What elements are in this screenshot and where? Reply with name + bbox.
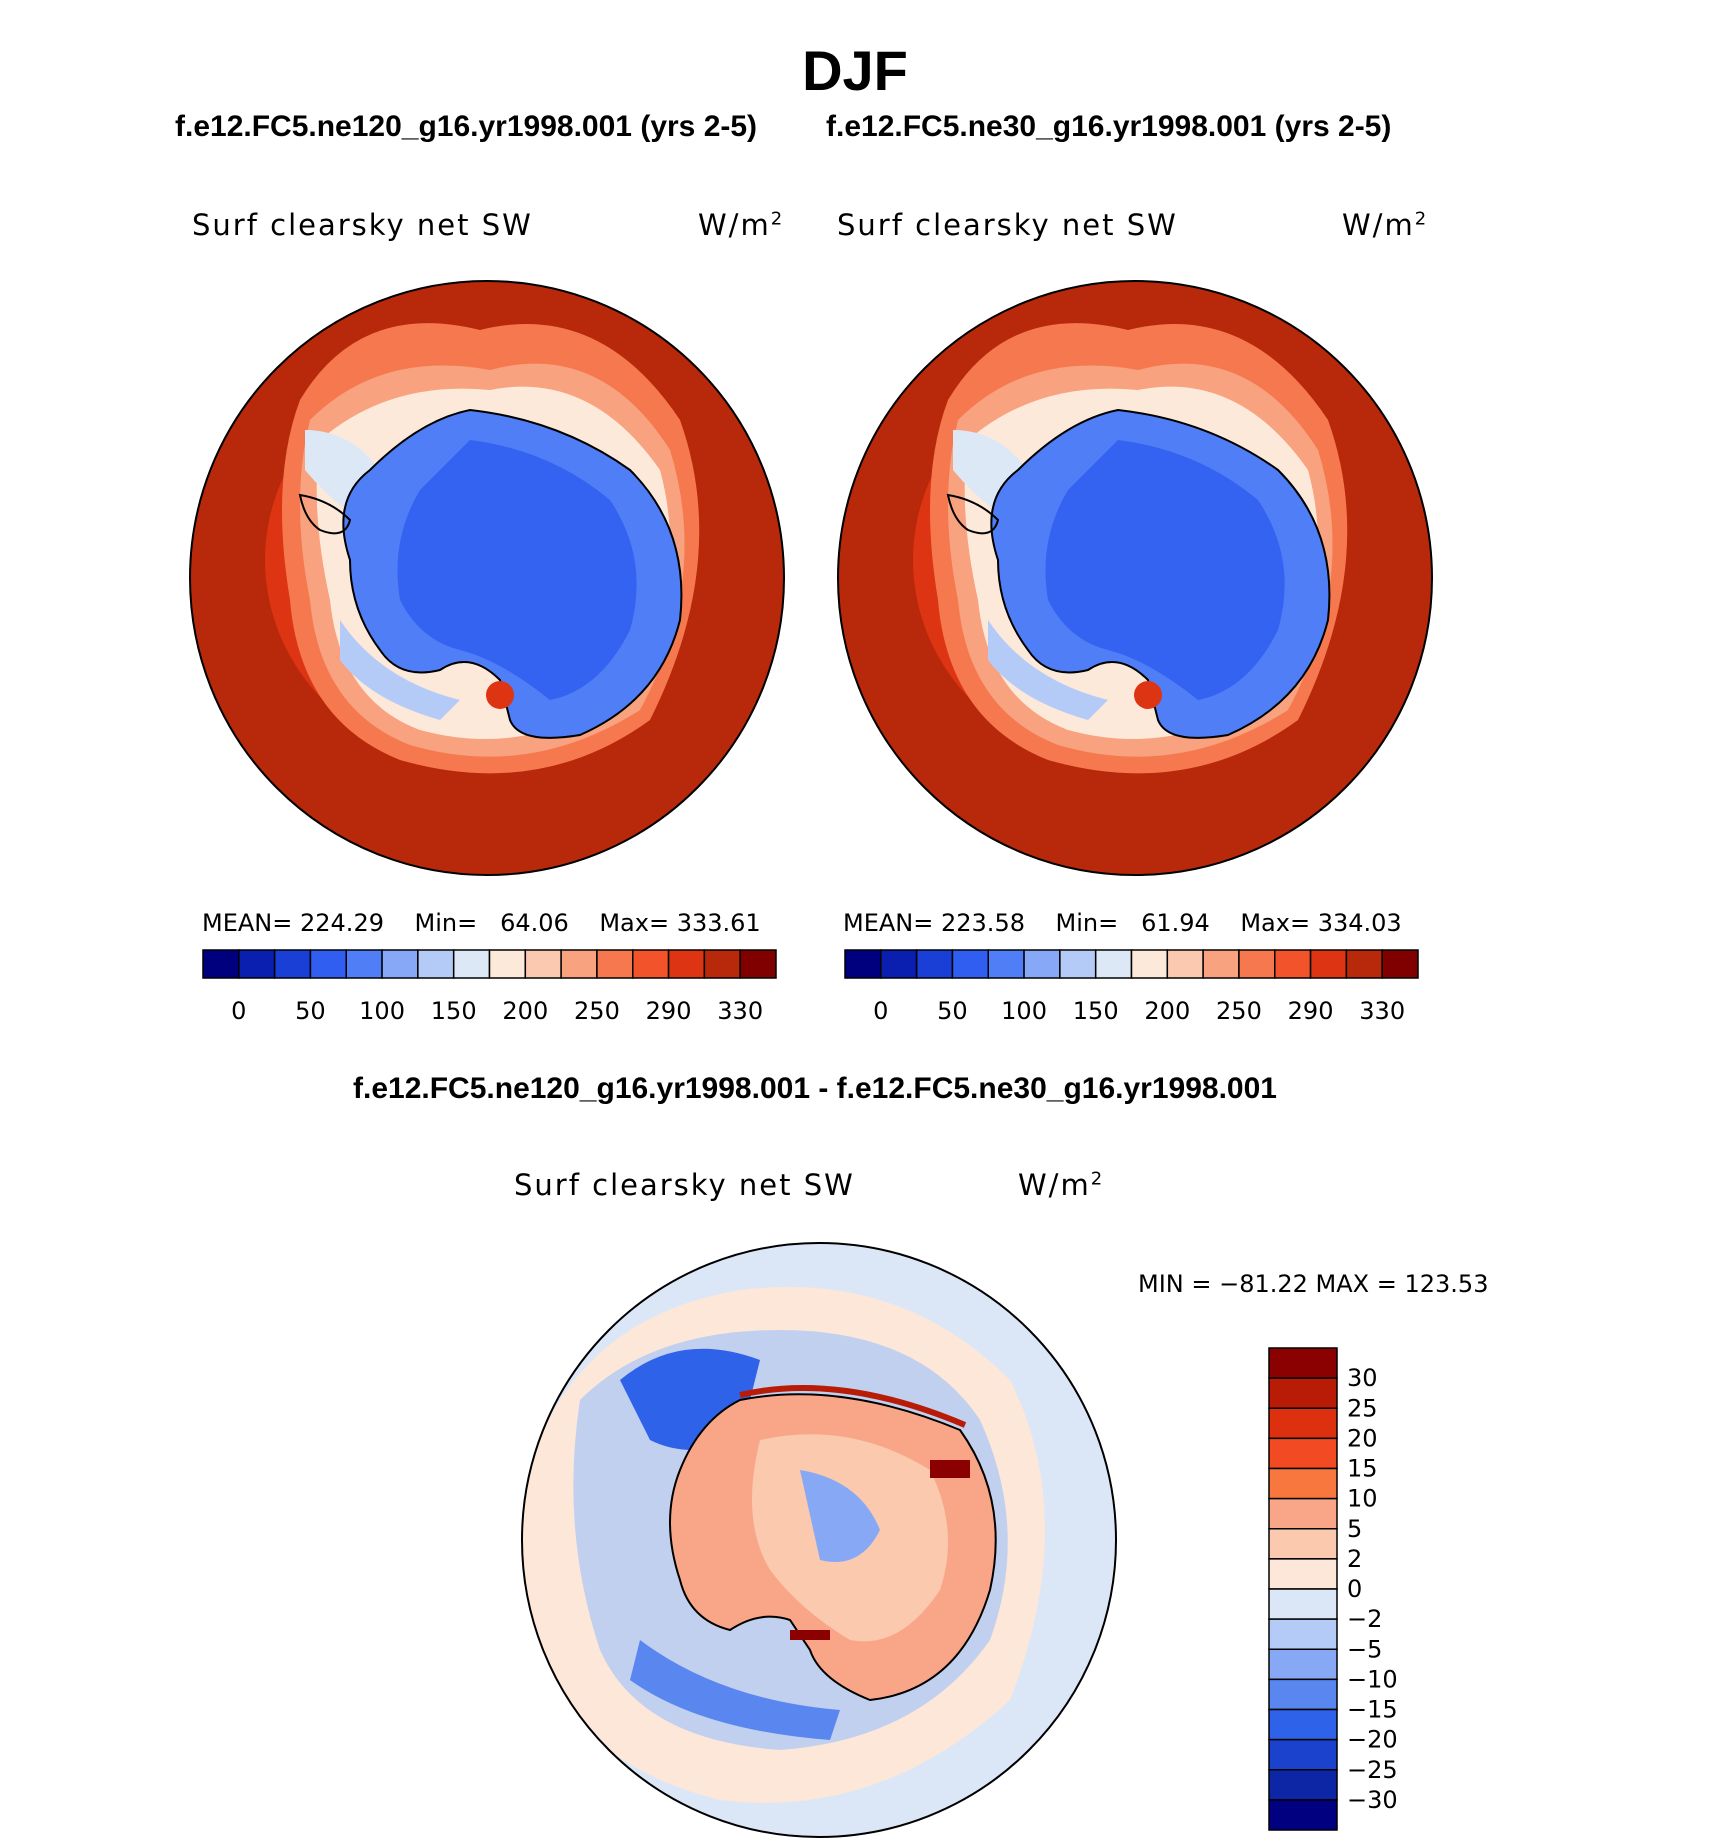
- cbar3-swatch-5: [1268, 1497, 1338, 1530]
- cbar2-swatch-0: [844, 949, 882, 979]
- cbar1-tick-label: 200: [502, 997, 548, 1025]
- cbar3-tick-label: −30: [1347, 1786, 1398, 1814]
- cbar3-swatch-7: [1268, 1558, 1338, 1590]
- panel2-units: W/m2: [1342, 208, 1429, 242]
- cbar2-swatch-9: [1166, 949, 1204, 979]
- cbar2-tick-label: 50: [937, 997, 968, 1025]
- panel2-case-title: f.e12.FC5.ne30_g16.yr1998.001 (yrs 2-5): [826, 110, 1392, 143]
- difference-units: W/m2: [1018, 1168, 1105, 1202]
- cbar3-swatch-3: [1268, 1437, 1338, 1470]
- panel1-units: W/m2: [698, 208, 785, 242]
- cbar2-swatch-2: [915, 949, 954, 979]
- cbar1-swatch-10: [560, 949, 598, 979]
- cbar3-swatch-1: [1268, 1377, 1338, 1409]
- cbar1-tick-label: 250: [574, 997, 620, 1025]
- colorbar-ne120: 0 50 100 150 200 250 290 330: [202, 949, 777, 1025]
- cbar3-swatch-11: [1268, 1678, 1338, 1711]
- cbar2-swatch-10: [1202, 949, 1240, 979]
- cbar3-tick-label: 20: [1347, 1424, 1378, 1452]
- cbar1-swatch-4: [345, 949, 383, 979]
- difference-variable-label: Surf clearsky net SW: [514, 1168, 855, 1202]
- cbar1-tick-label: 50: [295, 997, 326, 1025]
- cbar3-tick-label: 30: [1347, 1364, 1378, 1392]
- cbar1-swatch-12: [632, 949, 670, 979]
- cbar2-swatch-6: [1059, 949, 1097, 979]
- cbar2-swatch-7: [1094, 949, 1133, 979]
- cbar1-swatch-14: [703, 949, 741, 979]
- cbar2-swatch-5: [1023, 949, 1061, 979]
- map-ne30: [837, 280, 1433, 876]
- cbar3-tick-label: 5: [1347, 1515, 1362, 1543]
- cbar2-swatch-11: [1238, 949, 1276, 979]
- cbar3-tick-label: 2: [1347, 1545, 1362, 1573]
- cbar2-swatch-15: [1381, 949, 1419, 979]
- cbar2-swatch-12: [1274, 949, 1312, 979]
- panel1-stats: MEAN= 224.29 Min= 64.06 Max= 333.61: [202, 909, 761, 937]
- difference-minmax: MIN = −81.22 MAX = 123.53: [1138, 1270, 1489, 1298]
- cbar2-tick-label: 330: [1359, 997, 1405, 1025]
- cbar1-swatch-9: [524, 949, 562, 979]
- cbar1-swatch-1: [238, 949, 276, 979]
- cbar2-swatch-13: [1309, 949, 1348, 979]
- cbar3-tick-label: −15: [1347, 1696, 1398, 1724]
- cbar1-swatch-2: [273, 949, 312, 979]
- cbar3-swatch-9: [1268, 1618, 1338, 1650]
- cbar3-swatch-6: [1268, 1528, 1338, 1560]
- cbar3-swatch-13: [1268, 1738, 1338, 1771]
- panel2-variable-label: Surf clearsky net SW: [837, 208, 1178, 242]
- cbar3-tick-label: 25: [1347, 1394, 1378, 1422]
- map-ne120: [189, 280, 785, 876]
- cbar3-tick-label: −2: [1347, 1605, 1382, 1633]
- cbar1-swatch-0: [202, 949, 240, 979]
- main-title: DJF: [802, 39, 908, 102]
- cbar1-swatch-15: [739, 949, 777, 979]
- cbar3-tick-label: −10: [1347, 1665, 1398, 1693]
- cbar1-swatch-11: [596, 949, 634, 979]
- cbar1-tick-label: 150: [431, 997, 477, 1025]
- cbar2-tick-label: 250: [1216, 997, 1262, 1025]
- cbar2-swatch-14: [1345, 949, 1383, 979]
- cbar1-swatch-8: [488, 949, 527, 979]
- cbar2-tick-label: 0: [873, 997, 888, 1025]
- cbar2-tick-label: 100: [1001, 997, 1047, 1025]
- cbar1-tick-label: 290: [646, 997, 692, 1025]
- cbar3-tick-label: 15: [1347, 1455, 1378, 1483]
- cbar1-swatch-6: [417, 949, 455, 979]
- cbar3-swatch-14: [1268, 1769, 1338, 1801]
- cbar3-tick-label: −5: [1347, 1635, 1382, 1663]
- cbar3-swatch-0: [1268, 1347, 1338, 1379]
- cbar1-tick-label: 0: [231, 997, 246, 1025]
- cbar2-tick-label: 200: [1144, 997, 1190, 1025]
- cbar3-swatch-12: [1268, 1708, 1338, 1741]
- panel1-variable-label: Surf clearsky net SW: [192, 208, 533, 242]
- cbar1-swatch-3: [309, 949, 347, 979]
- cbar2-swatch-4: [987, 949, 1025, 979]
- cbar3-tick-label: −20: [1347, 1726, 1398, 1754]
- panel1-case-title: f.e12.FC5.ne120_g16.yr1998.001 (yrs 2-5): [175, 110, 758, 143]
- cbar1-swatch-13: [667, 949, 706, 979]
- cbar1-tick-label: 330: [717, 997, 763, 1025]
- cbar1-swatch-5: [381, 949, 419, 979]
- cbar3-swatch-15: [1268, 1799, 1338, 1831]
- colorbar-ne30: 0 50 100 150 200 250 290 330: [844, 949, 1419, 1025]
- cbar2-tick-label: 290: [1288, 997, 1334, 1025]
- cbar3-swatch-8: [1268, 1588, 1338, 1620]
- cbar2-swatch-8: [1130, 949, 1169, 979]
- cbar3-swatch-4: [1268, 1467, 1338, 1500]
- cbar3-swatch-2: [1268, 1407, 1338, 1440]
- cbar2-swatch-3: [951, 949, 989, 979]
- cbar1-swatch-7: [452, 949, 491, 979]
- cbar3-tick-label: 0: [1347, 1575, 1362, 1603]
- panel2-stats: MEAN= 223.58 Min= 61.94 Max= 334.03: [843, 909, 1402, 937]
- cbar2-swatch-1: [880, 949, 918, 979]
- cbar1-tick-label: 100: [359, 997, 405, 1025]
- cbar3-tick-label: −25: [1347, 1756, 1398, 1784]
- cbar3-swatch-10: [1268, 1648, 1338, 1681]
- cbar3-tick-label: 10: [1347, 1485, 1378, 1513]
- difference-title: f.e12.FC5.ne120_g16.yr1998.001 - f.e12.F…: [353, 1072, 1277, 1105]
- cbar2-tick-label: 150: [1073, 997, 1119, 1025]
- map-difference: [521, 1242, 1117, 1838]
